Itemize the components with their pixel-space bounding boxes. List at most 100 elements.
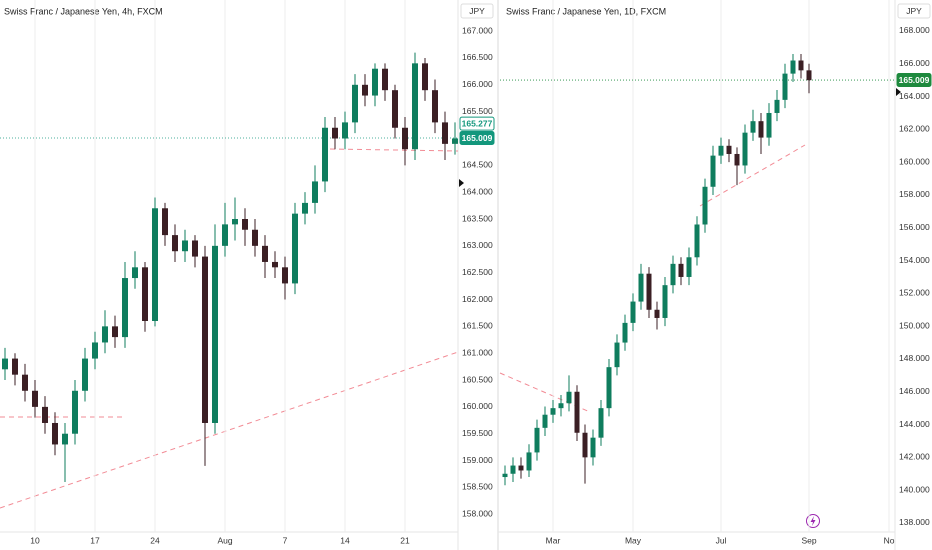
x-tick-label: Aug xyxy=(217,535,232,545)
candle-body xyxy=(582,432,588,458)
x-tick-label: 21 xyxy=(400,535,410,545)
candle-body xyxy=(342,122,348,139)
candle-body xyxy=(442,122,448,144)
candles xyxy=(2,52,458,483)
candle-body xyxy=(638,273,644,302)
candle-body xyxy=(372,68,378,96)
candle-body xyxy=(262,245,268,262)
y-tick-label: 159.000 xyxy=(462,455,493,465)
candle-body xyxy=(152,208,158,321)
event-icon xyxy=(810,516,816,526)
candle-body xyxy=(502,473,508,478)
candle-body xyxy=(718,145,724,156)
candle-body xyxy=(32,390,38,407)
y-tick-label: 164.000 xyxy=(899,91,930,101)
y-tick-label: 164.500 xyxy=(462,160,493,170)
candle-body xyxy=(12,358,18,375)
candle-body xyxy=(202,256,208,423)
y-tick-label: 140.000 xyxy=(899,484,930,494)
candle-body xyxy=(312,181,318,203)
y-tick-label: 166.500 xyxy=(462,52,493,62)
candle-body xyxy=(452,138,458,144)
candle-body xyxy=(292,213,298,284)
y-tick-label: 166.000 xyxy=(899,58,930,68)
candle-body xyxy=(526,452,532,471)
candle-body xyxy=(62,433,68,445)
x-tick-label: 24 xyxy=(150,535,160,545)
candle-body xyxy=(702,186,708,225)
candle-body xyxy=(790,60,796,74)
y-tick-label: 161.500 xyxy=(462,321,493,331)
candle-body xyxy=(432,90,438,123)
candle-body xyxy=(132,267,138,279)
price-badge xyxy=(459,131,495,146)
y-tick-label: 154.000 xyxy=(899,255,930,265)
y-tick-label: 144.000 xyxy=(899,419,930,429)
candle-body xyxy=(272,261,278,268)
candle-body xyxy=(2,358,8,370)
candle-body xyxy=(182,240,188,252)
x-tick-label: 14 xyxy=(340,535,350,545)
currency-box[interactable] xyxy=(897,3,931,19)
candle-body xyxy=(662,285,668,318)
candle-body xyxy=(52,422,58,445)
y-tick-label: 148.000 xyxy=(899,353,930,363)
y-tick-label: 142.000 xyxy=(899,452,930,462)
x-tick-label: 17 xyxy=(90,535,100,545)
y-tick-label: 163.000 xyxy=(462,240,493,250)
y-tick-label: 160.000 xyxy=(899,156,930,166)
candle-body xyxy=(352,84,358,123)
y-tick-label: 160.000 xyxy=(462,401,493,411)
candle-body xyxy=(606,367,612,409)
y-tick-label: 152.000 xyxy=(899,288,930,298)
candle-body xyxy=(232,219,238,225)
candle-body xyxy=(550,408,556,415)
candle-body xyxy=(362,84,368,96)
candle-body xyxy=(670,263,676,286)
price-badge xyxy=(896,73,932,88)
candle-body xyxy=(558,403,564,409)
candle-body xyxy=(630,301,636,323)
x-tick-label: May xyxy=(625,535,642,545)
candle-body xyxy=(614,342,620,368)
candle-body xyxy=(332,127,338,139)
candle-body xyxy=(646,273,652,310)
price-badge-label: 165.009 xyxy=(899,75,930,85)
candle-body xyxy=(122,278,128,338)
y-tick-label: 158.000 xyxy=(899,189,930,199)
x-tick-label: Mar xyxy=(546,535,561,545)
candle-body xyxy=(172,235,178,252)
y-tick-label: 159.500 xyxy=(462,428,493,438)
chart-title: Swiss Franc / Japanese Yen, 4h, FXCM xyxy=(4,6,163,16)
candle-body xyxy=(162,208,168,236)
axis-marker xyxy=(459,179,464,187)
y-tick-label: 158.000 xyxy=(462,508,493,518)
candle-body xyxy=(392,90,398,128)
y-tick-label: 167.000 xyxy=(462,25,493,35)
event-icon xyxy=(806,514,820,528)
candle-body xyxy=(402,127,408,150)
currency-box[interactable] xyxy=(460,3,494,19)
candle-body xyxy=(806,70,812,81)
chart-title: Swiss Franc / Japanese Yen, 1D, FXCM xyxy=(506,6,666,16)
candle-body xyxy=(322,127,328,182)
x-tick-label: 7 xyxy=(283,535,288,545)
candle-body xyxy=(102,326,108,343)
candle-body xyxy=(598,408,604,438)
y-tick-label: 150.000 xyxy=(899,320,930,330)
candle-body xyxy=(774,99,780,113)
y-tick-label: 162.000 xyxy=(462,294,493,304)
candle-body xyxy=(282,267,288,284)
candle-body xyxy=(222,224,228,246)
candle-body xyxy=(758,121,764,138)
candle-body xyxy=(42,406,48,423)
candle-body xyxy=(92,342,98,359)
y-tick-label: 158.500 xyxy=(462,482,493,492)
price-badge-label: 165.009 xyxy=(462,133,493,143)
candle-body xyxy=(654,309,660,318)
y-tick-label: 164.000 xyxy=(462,186,493,196)
y-tick-label: 138.000 xyxy=(899,517,930,527)
candle-body xyxy=(782,73,788,100)
candle-body xyxy=(590,437,596,458)
